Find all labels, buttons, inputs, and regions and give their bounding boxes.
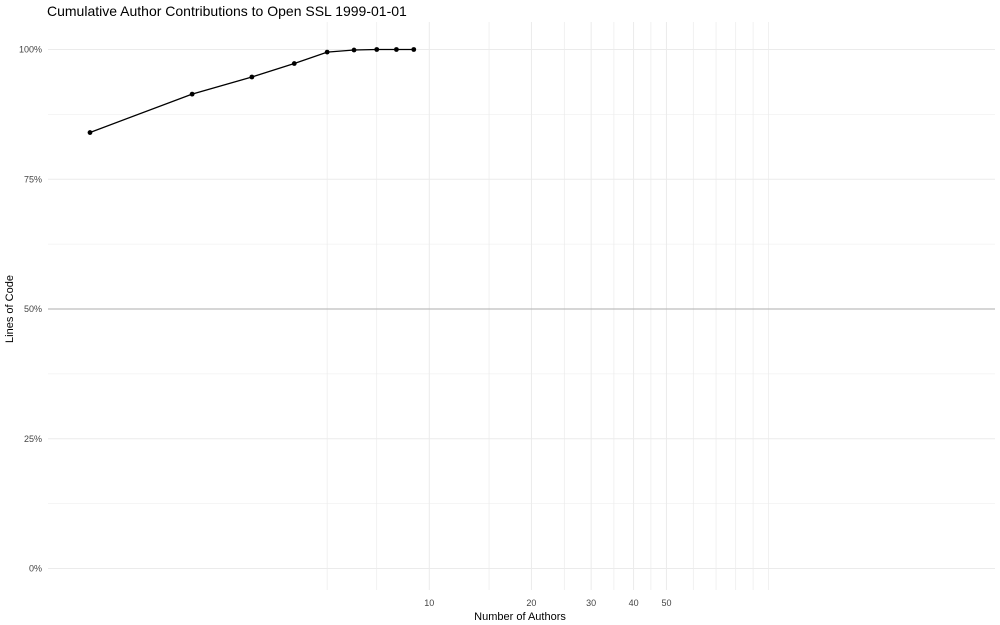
chart-title: Cumulative Author Contributions to Open … [47,3,407,19]
data-point [189,91,195,97]
y-tick-labels: 0% 25% 50% 75% 100% [19,45,42,574]
y-tick-label: 75% [24,174,42,184]
x-tick-label: 50 [661,598,671,608]
y-axis-title: Lines of Code [4,275,16,343]
grid-layer [48,22,995,590]
data-point [394,47,399,52]
series-line [89,48,414,134]
series-layer [87,47,417,135]
data-point [374,47,380,52]
y-tick-label: 0% [29,564,42,574]
x-tick-label: 10 [424,598,434,608]
data-point [249,74,255,80]
x-axis-title: Number of Authors [474,611,566,623]
data-point [411,47,417,52]
x-tick-label: 30 [586,598,596,608]
y-tick-label: 25% [24,434,42,444]
y-tick-label: 100% [19,45,42,55]
data-point [324,49,330,55]
data-point [291,61,297,66]
data-point [87,130,93,135]
x-tick-label: 40 [629,598,639,608]
y-tick-label: 50% [24,304,42,314]
x-tick-labels: 10 20 30 40 50 [424,598,671,608]
x-tick-label: 20 [526,598,536,608]
data-point [351,47,357,53]
